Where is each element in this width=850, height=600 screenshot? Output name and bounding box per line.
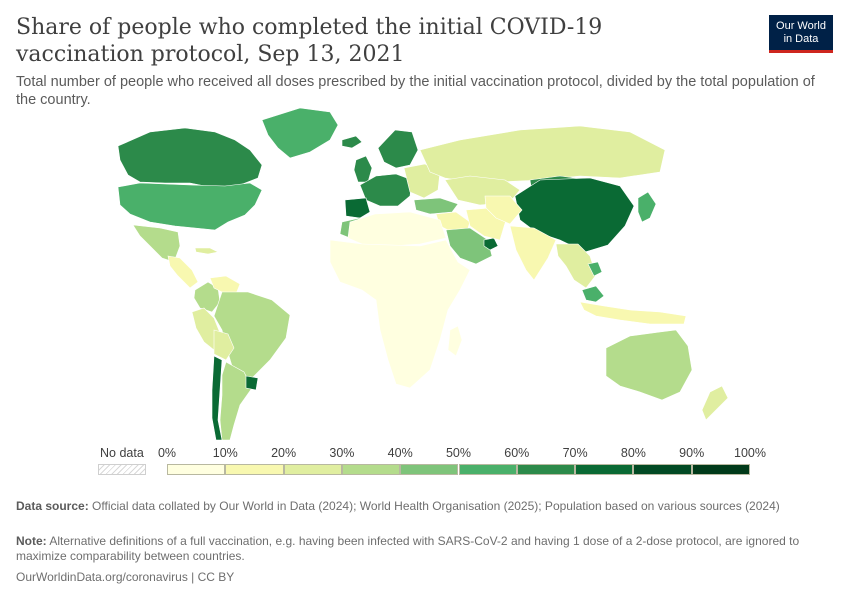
map-region-madagascar[interactable] (447, 325, 463, 357)
legend-bin[interactable] (633, 464, 692, 475)
source-url[interactable]: OurWorldinData.org/coronavirus | CC BY (16, 570, 235, 584)
legend-bin[interactable] (400, 464, 459, 475)
logo-line-2: in Data (783, 32, 819, 45)
map-region-north-africa[interactable] (347, 211, 447, 247)
data-source: Data source: Official data collated by O… (16, 499, 816, 514)
owid-logo[interactable]: Our World in Data (769, 15, 833, 53)
legend-tick-label: 80% (620, 446, 646, 460)
map-region-cambodia[interactable] (587, 261, 603, 277)
map-region-cuba[interactable] (194, 247, 219, 255)
legend-bin[interactable] (575, 464, 634, 475)
legend-no-data-swatch (98, 464, 146, 475)
map-region-western-europe[interactable] (359, 173, 413, 207)
map-region-japan[interactable] (637, 191, 657, 223)
legend-tick-label: 20% (271, 446, 297, 460)
map-region-southeast-asia[interactable] (555, 243, 597, 289)
map-region-turkey[interactable] (413, 197, 459, 215)
map-region-uruguay[interactable] (245, 375, 259, 391)
map-region-india[interactable] (509, 225, 557, 281)
map-region-saudi-arabia[interactable] (445, 227, 493, 265)
map-region-canada[interactable] (117, 127, 263, 189)
legend-bin[interactable] (167, 464, 226, 475)
map-region-sub-saharan-africa[interactable] (329, 239, 471, 389)
legend-tick-label: 10% (212, 446, 238, 460)
legend-bin[interactable] (341, 464, 401, 475)
chart-title: Share of people who completed the initia… (16, 15, 603, 67)
legend-bin[interactable] (516, 464, 576, 475)
map-region-united-states[interactable] (117, 182, 263, 231)
legend-tick-label: 100% (734, 446, 766, 460)
legend-tick-label: 0% (157, 446, 177, 460)
map-region-russia[interactable] (419, 125, 666, 183)
map-region-scandinavia[interactable] (377, 129, 419, 169)
legend-bin[interactable] (458, 464, 517, 475)
map-region-australia[interactable] (605, 329, 693, 401)
map-region-malaysia[interactable] (581, 285, 605, 303)
legend-tick-label: 60% (504, 446, 530, 460)
legend-tick-label: 50% (445, 446, 472, 460)
world-map[interactable] (0, 108, 850, 443)
legend-tick-label: 90% (679, 446, 705, 460)
map-region-mexico[interactable] (132, 224, 181, 263)
map-region-united-kingdom[interactable] (353, 155, 373, 183)
map-region-central-america[interactable] (167, 255, 199, 289)
note-label: Note: (16, 534, 47, 548)
map-region-new-zealand[interactable] (701, 385, 729, 421)
legend-bin[interactable] (283, 464, 342, 475)
note-text: Alternative definitions of a full vaccin… (16, 534, 800, 563)
note: Note: Alternative definitions of a full … (16, 534, 816, 564)
map-region-bolivia[interactable] (213, 329, 235, 361)
map-region-iberia[interactable] (344, 197, 371, 219)
map-region-central-asia[interactable] (484, 195, 523, 225)
legend-tick-label: 70% (562, 446, 588, 460)
legend-bin[interactable] (225, 464, 284, 475)
data-source-label: Data source: (16, 499, 89, 513)
map-region-chile[interactable] (211, 355, 223, 441)
map-region-greenland[interactable] (261, 108, 339, 159)
legend-no-data-label: No data (100, 446, 144, 460)
logo-line-1: Our World (776, 20, 826, 32)
legend-tick-label: 30% (329, 446, 355, 460)
data-source-text: Official data collated by Our World in D… (92, 499, 780, 513)
map-region-colombia[interactable] (193, 281, 221, 313)
legend-tick-label: 40% (387, 446, 413, 460)
map-region-iceland[interactable] (341, 135, 363, 149)
chart-subtitle: Total number of people who received all … (16, 74, 815, 108)
legend-bin[interactable] (691, 464, 750, 475)
map-region-indonesia[interactable] (579, 301, 687, 325)
